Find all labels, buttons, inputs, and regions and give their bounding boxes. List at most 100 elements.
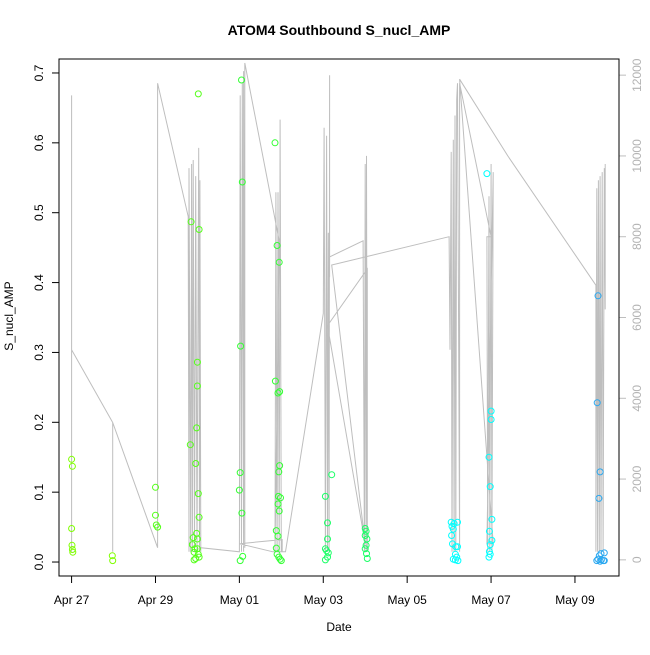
secondary-tick-label: 10000 — [630, 139, 644, 173]
secondary-tick-label: 12000 — [630, 58, 644, 92]
chart-title: ATOM4 Southbound S_nucl_AMP — [228, 22, 451, 38]
data-point — [275, 468, 283, 476]
data-point — [271, 377, 279, 385]
data-point — [361, 532, 369, 539]
data-point — [193, 358, 201, 366]
data-point — [193, 545, 201, 553]
x-tick-label: May 09 — [555, 593, 595, 607]
data-point — [237, 342, 245, 350]
data-point — [454, 557, 462, 565]
data-point — [486, 541, 494, 549]
data-point — [488, 515, 496, 523]
data-point — [361, 545, 369, 553]
data-points — [68, 76, 608, 565]
secondary-tick-label: 6000 — [630, 304, 644, 331]
data-point — [68, 546, 76, 553]
data-point — [321, 556, 329, 564]
data-point — [593, 399, 601, 407]
data-point — [193, 535, 201, 543]
data-point — [69, 548, 77, 556]
data-point — [324, 535, 331, 543]
data-point — [195, 226, 203, 233]
data-point — [273, 242, 281, 249]
y-tick-label: 0.5 — [32, 204, 46, 221]
data-point — [195, 513, 203, 521]
data-point — [236, 469, 244, 477]
data-point — [195, 553, 203, 561]
data-point — [238, 509, 246, 517]
data-point — [596, 557, 604, 565]
secondary-tick-label: 8000 — [630, 223, 644, 250]
data-point — [189, 534, 197, 542]
y-tick-label: 0.0 — [32, 553, 46, 570]
data-point — [449, 525, 457, 533]
data-point — [324, 519, 331, 527]
y-tick-label: 0.2 — [32, 414, 46, 431]
data-point — [109, 557, 117, 565]
data-point — [238, 178, 246, 186]
data-point — [68, 541, 76, 549]
secondary-tick-label: 4000 — [630, 385, 644, 412]
data-point — [363, 555, 371, 562]
x-tick-label: Apr 29 — [138, 593, 174, 607]
data-point — [328, 471, 336, 479]
data-point — [68, 462, 76, 470]
data-point — [595, 494, 603, 502]
data-point — [277, 494, 284, 502]
data-point — [274, 389, 282, 397]
data-point — [483, 170, 491, 178]
data-point — [187, 218, 195, 226]
data-point — [362, 541, 370, 549]
data-point — [485, 553, 493, 561]
data-point — [277, 557, 285, 565]
x-axis-label: Date — [326, 620, 352, 634]
plot-frame — [58, 58, 620, 577]
data-point — [274, 532, 282, 540]
data-point — [454, 518, 461, 526]
data-point — [593, 557, 601, 565]
data-point — [271, 139, 279, 147]
data-point — [487, 407, 495, 415]
data-point — [486, 483, 494, 491]
data-point — [193, 382, 201, 390]
data-point — [108, 552, 116, 560]
data-point — [363, 550, 370, 558]
data-point — [193, 424, 201, 432]
data-point — [235, 486, 243, 494]
data-point — [596, 468, 604, 476]
data-point — [485, 453, 493, 461]
data-point — [154, 523, 162, 531]
data-point — [274, 500, 282, 508]
y-tick-label: 0.1 — [32, 484, 46, 501]
data-point — [276, 555, 284, 563]
data-point — [594, 292, 602, 300]
x-tick-label: May 01 — [220, 593, 260, 607]
data-point — [152, 511, 159, 519]
y-tick-label: 0.4 — [32, 274, 46, 291]
secondary-tick-label: 2000 — [630, 465, 644, 492]
y-tick-label: 0.7 — [32, 64, 46, 81]
data-point — [68, 455, 76, 463]
data-point — [275, 258, 283, 266]
data-point — [448, 532, 456, 539]
data-point — [321, 492, 329, 500]
data-point — [275, 507, 283, 515]
data-point — [485, 527, 493, 535]
data-point — [324, 549, 332, 557]
x-tick-label: May 03 — [304, 593, 344, 607]
data-point — [152, 483, 159, 491]
data-point — [238, 76, 245, 84]
data-point — [194, 490, 202, 498]
secondary-tick-label: 0 — [630, 556, 644, 563]
data-point — [236, 557, 244, 565]
data-point — [362, 527, 370, 535]
x-tick-label: Apr 27 — [54, 593, 90, 607]
data-point — [194, 90, 202, 98]
axes: 0.0 0.1 0.2 0.3 0.4 0.5 0.6 0.7 Apr 27 Apr 29 May … — [32, 58, 644, 607]
y-tick-label: 0.6 — [32, 134, 46, 151]
data-point — [600, 557, 608, 565]
data-point — [186, 441, 194, 449]
data-point — [454, 543, 461, 551]
data-point — [192, 460, 200, 467]
